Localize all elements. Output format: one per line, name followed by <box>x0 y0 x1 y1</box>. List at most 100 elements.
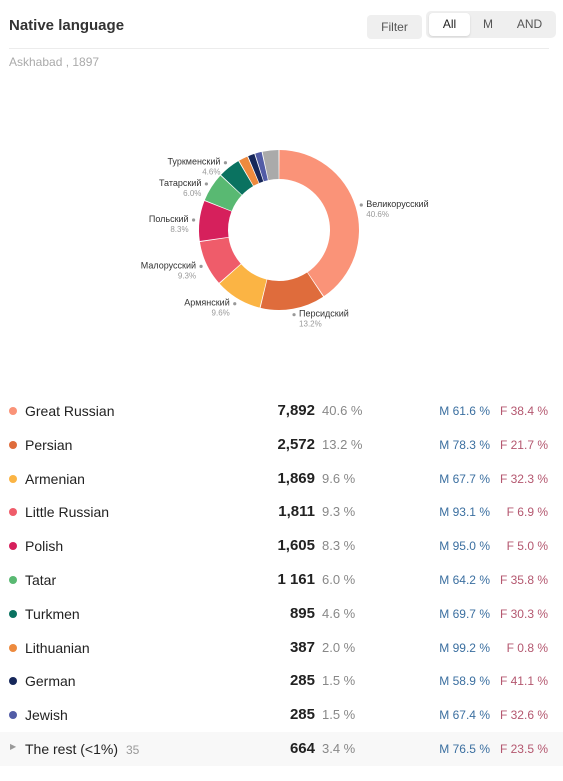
legend-dot <box>9 542 17 551</box>
row-count: 1,869 <box>277 469 315 487</box>
row-percent: 4.6 % <box>322 605 356 621</box>
row-male-share: M 67.7 % <box>439 471 490 486</box>
donut-label-name: Великорусский <box>366 199 428 209</box>
gender-segmented-control: All M AND <box>426 11 556 38</box>
row-percent: 2.0 % <box>322 639 356 655</box>
table-row[interactable]: German 285 1.5 % M 58.9 % F 41.1 % <box>0 664 563 698</box>
row-female-share: F 35.8 % <box>499 573 548 587</box>
page-title: Native language <box>9 17 125 34</box>
donut-label-name: Армянский <box>184 298 230 308</box>
row-female-share: F 0.8 % <box>506 640 548 655</box>
row-count: 285 <box>289 672 315 690</box>
row-count: 2,572 <box>277 435 315 453</box>
legend-dot <box>9 677 17 686</box>
rest-label: The rest (<1%) <box>25 741 118 757</box>
table-row[interactable]: Jewish 285 1.5 % M 67.4 % F 32.6 % <box>0 698 563 732</box>
donut-slice-1[interactable] <box>260 272 324 310</box>
segment-all[interactable]: All <box>429 13 470 36</box>
row-count: 7,892 <box>277 402 315 419</box>
donut-label-pct: 9.3% <box>178 271 196 280</box>
row-percent: 1.5 % <box>322 673 356 689</box>
row-female-share: F 5.0 % <box>506 539 548 554</box>
donut-slice-2[interactable] <box>219 264 267 308</box>
donut-label-name: Туркменский <box>167 157 220 167</box>
table-row-rest[interactable]: ▶ The rest (<1%) 35 664 3.4 % M 76.5 % F 23.5 … <box>0 732 563 766</box>
row-count: 1,605 <box>277 537 315 555</box>
row-language: Tatar <box>25 572 57 588</box>
row-percent: 13.2 % <box>322 436 363 452</box>
row-language: The rest (<1%) 35 <box>25 741 139 757</box>
segment-m[interactable]: M <box>483 17 493 31</box>
row-language: German <box>25 673 76 690</box>
donut-label-name: Персидский <box>299 309 349 319</box>
row-female-share: F 30.3 % <box>499 606 548 621</box>
table-row[interactable]: Great Russian 7,892 40.6 % M 61.6 % F 38.4 % <box>0 394 563 428</box>
row-male-share: M 58.9 % <box>439 674 490 689</box>
row-female-share: F 23.5 % <box>499 742 548 756</box>
donut-slice-6[interactable] <box>221 161 254 195</box>
row-male-share: M 95.0 % <box>439 539 490 554</box>
row-female-share: F 32.6 % <box>499 708 548 723</box>
table-row[interactable]: Turkmen 895 4.6 % M 69.7 % F 30.3 % <box>0 597 563 631</box>
legend-dot <box>9 508 17 517</box>
triangle-right-icon[interactable]: ▶ <box>10 742 17 751</box>
row-percent: 9.6 % <box>322 470 356 486</box>
donut-label-dot <box>233 302 237 306</box>
row-male-share: M 99.2 % <box>439 640 490 655</box>
donut-slice-5[interactable] <box>204 175 242 211</box>
legend-dot <box>9 474 17 483</box>
row-language: Jewish <box>25 707 68 724</box>
legend-dot <box>9 643 17 652</box>
segment-and[interactable]: AND <box>516 17 543 31</box>
legend-dot <box>9 440 17 449</box>
table-row[interactable]: Lithuanian 387 2.0 % M 99.2 % F 0.8 % <box>0 631 563 665</box>
row-language: Turkmen <box>25 605 80 622</box>
filter-button[interactable]: Filter <box>367 15 422 39</box>
donut-label-pct: 13.2% <box>299 320 322 329</box>
donut-label-dot <box>223 161 228 165</box>
donut-slice-3[interactable] <box>199 237 241 283</box>
donut-label-dot <box>292 313 296 317</box>
table-row[interactable]: Tatar 1 161 6.0 % M 64.2 % F 35.8 % <box>0 563 563 597</box>
row-male-share: M 64.2 % <box>439 573 490 587</box>
row-female-share: F 6.9 % <box>506 505 548 520</box>
row-female-share: F 41.1 % <box>499 674 548 689</box>
donut-label-dot <box>204 182 208 186</box>
donut-label-pct: 4.6% <box>202 168 220 177</box>
row-count: 1,811 <box>278 503 315 521</box>
donut-label-name: Татарский <box>159 178 201 188</box>
legend-dot <box>9 407 17 415</box>
table-row[interactable]: Persian 2,572 13.2 % M 78.3 % F 21.7 % <box>0 428 563 462</box>
donut-label-dot <box>191 218 196 222</box>
rest-count-badge: 35 <box>125 743 140 757</box>
donut-label-name: Малорусский <box>141 260 196 270</box>
row-percent: 9.3 % <box>322 504 356 520</box>
row-language: Polish <box>25 538 64 555</box>
row-percent: 1.5 % <box>322 707 356 723</box>
donut-slice-7[interactable] <box>239 156 259 186</box>
row-percent: 8.3 % <box>322 538 356 554</box>
donut-slice-8[interactable] <box>248 153 264 183</box>
row-language: Lithuanian <box>25 639 90 656</box>
row-language: Armenian <box>25 470 85 487</box>
table-row[interactable]: Armenian 1,869 9.6 % M 67.7 % F 32.3 % <box>0 462 563 496</box>
row-count: 895 <box>289 604 315 622</box>
table-row[interactable]: Little Russian 1,811 9.3 % M 93.1 % F 6.9 % <box>0 495 563 529</box>
row-percent: 40.6 % <box>322 403 363 418</box>
table-row[interactable]: Polish 1,605 8.3 % M 95.0 % F 5.0 % <box>0 529 563 563</box>
donut-slice-9[interactable] <box>255 151 268 182</box>
row-count: 1 161 <box>277 571 315 588</box>
donut-slice-10[interactable] <box>262 150 279 181</box>
donut-slice-4[interactable] <box>199 200 232 242</box>
donut-label-name: Польский <box>149 214 189 224</box>
row-language: Great Russian <box>25 403 115 419</box>
donut-slice-0[interactable] <box>279 150 360 297</box>
row-male-share: M 61.6 % <box>439 404 490 418</box>
donut-label-pct: 6.0% <box>183 189 201 198</box>
donut-label-dot <box>199 264 203 268</box>
donut-label-dot <box>359 203 363 207</box>
row-male-share: M 67.4 % <box>439 708 490 723</box>
legend-dot <box>9 711 17 720</box>
row-male-share: M 69.7 % <box>439 606 490 621</box>
